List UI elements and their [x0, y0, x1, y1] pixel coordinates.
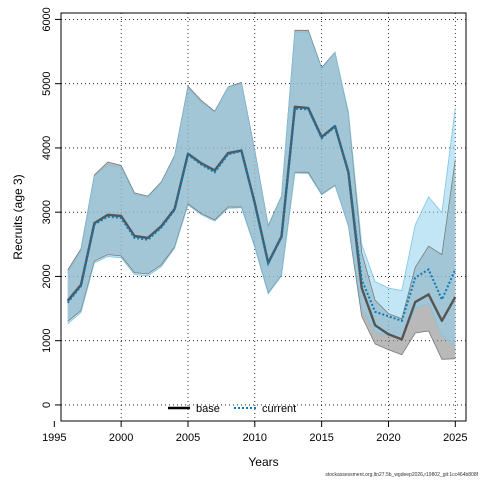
y-tick-label: 5000 [41, 71, 53, 95]
confidence-bands [67, 29, 456, 360]
band-edge-upper-base [67, 29, 456, 320]
legend-label-base: base [196, 403, 220, 415]
source-footnote: stockassessment.org,ltn27.5b_wgdeep2026,… [325, 472, 478, 478]
y-axis-label: Recruits (age 3) [11, 174, 25, 259]
x-tick-label: 2010 [243, 432, 267, 444]
x-tick-label: 2020 [376, 432, 400, 444]
x-tick-label: 2015 [309, 432, 333, 444]
x-tick-label: 2000 [109, 432, 133, 444]
band-edge-upper-current [67, 31, 456, 292]
legend: base current [168, 403, 296, 415]
y-axis-ticks: 0 1000 2000 3000 4000 5000 6000 [41, 7, 61, 408]
y-tick-label: 4000 [41, 136, 53, 160]
y-tick-label: 1000 [41, 328, 53, 352]
plot-frame [60, 12, 467, 422]
x-axis-ticks: 1995 2000 2005 2010 2015 2020 2025 [42, 421, 468, 444]
y-tick-label: 3000 [41, 200, 53, 224]
series-lines [66, 105, 457, 341]
y-tick-label: 6000 [41, 7, 53, 31]
y-tick-label: 0 [41, 402, 53, 408]
series-line-current [66, 107, 457, 323]
legend-label-current: current [262, 403, 296, 415]
x-axis-label: Years [248, 455, 278, 469]
y-tick-label: 2000 [41, 264, 53, 288]
x-tick-label: 1995 [42, 432, 66, 444]
x-tick-label: 2025 [443, 432, 467, 444]
x-tick-label: 2005 [176, 432, 200, 444]
